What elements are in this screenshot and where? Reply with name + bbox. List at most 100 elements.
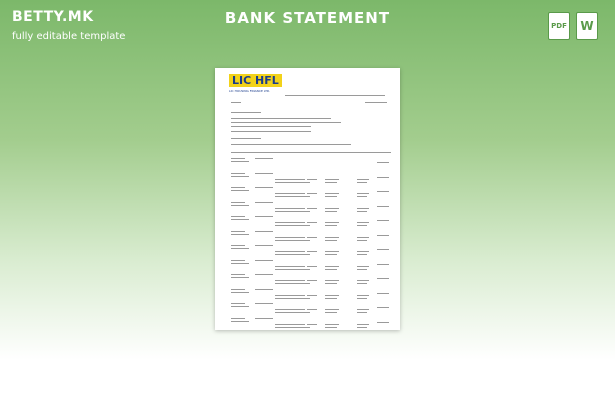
text-line xyxy=(231,187,245,188)
text-line xyxy=(377,220,389,221)
text-line xyxy=(325,283,337,284)
text-line xyxy=(231,306,249,307)
pdf-icon[interactable]: PDF xyxy=(548,12,570,40)
text-line xyxy=(357,178,369,180)
text-line xyxy=(275,181,310,183)
text-line xyxy=(357,268,367,270)
text-line xyxy=(357,239,367,241)
text-line xyxy=(275,207,305,209)
text-line xyxy=(275,225,310,226)
text-line xyxy=(377,278,389,279)
text-line xyxy=(325,193,339,194)
text-line xyxy=(377,191,389,192)
text-line xyxy=(307,236,317,238)
text-line xyxy=(275,222,305,223)
text-line xyxy=(365,102,387,103)
text-line xyxy=(357,254,367,255)
text-line xyxy=(357,265,369,267)
text-line xyxy=(325,239,337,241)
text-line xyxy=(307,294,317,296)
text-line xyxy=(231,126,311,127)
text-line xyxy=(357,222,369,223)
text-line xyxy=(325,236,339,238)
text-line xyxy=(275,326,310,328)
text-line xyxy=(377,321,389,323)
text-line xyxy=(231,259,245,261)
text-line xyxy=(275,254,310,255)
text-line xyxy=(231,112,261,113)
text-line xyxy=(325,309,339,310)
text-line xyxy=(255,216,273,217)
text-line xyxy=(325,207,339,209)
text-line xyxy=(307,207,317,209)
text-line xyxy=(377,162,389,163)
text-line xyxy=(325,251,339,252)
text-line xyxy=(231,161,249,162)
text-line xyxy=(377,176,389,178)
text-line xyxy=(255,172,273,174)
text-line xyxy=(357,210,367,212)
text-line xyxy=(275,239,310,241)
text-line xyxy=(357,196,367,197)
text-line xyxy=(377,234,389,236)
text-line xyxy=(275,236,305,238)
text-line xyxy=(357,309,369,310)
text-line xyxy=(231,303,245,304)
text-line xyxy=(275,297,310,299)
text-line xyxy=(231,152,391,153)
text-line xyxy=(255,259,273,261)
text-line xyxy=(307,309,317,310)
text-line xyxy=(377,205,389,207)
text-line xyxy=(231,175,249,177)
text-line xyxy=(255,274,273,275)
text-line xyxy=(325,222,339,223)
text-line xyxy=(357,323,369,325)
text-line xyxy=(307,265,317,267)
text-line xyxy=(307,251,317,252)
text-line xyxy=(231,277,249,278)
page-title: BANK STATEMENT xyxy=(224,9,391,27)
text-line xyxy=(275,280,305,281)
text-line xyxy=(231,172,245,174)
text-line xyxy=(255,303,273,304)
brand: BETTY.MK xyxy=(12,9,94,25)
text-line xyxy=(325,323,339,325)
text-line xyxy=(255,245,273,246)
text-line xyxy=(231,233,249,235)
text-line xyxy=(377,249,389,250)
text-line xyxy=(325,225,337,226)
text-line xyxy=(357,236,369,238)
text-line xyxy=(231,274,245,275)
text-line xyxy=(377,292,389,294)
text-line xyxy=(285,95,385,96)
text-line xyxy=(275,309,305,310)
text-line xyxy=(325,196,337,197)
text-line xyxy=(255,158,273,159)
text-line xyxy=(307,193,317,194)
text-line xyxy=(325,268,337,270)
logo: LIC HFL xyxy=(229,74,282,87)
text-line xyxy=(325,265,339,267)
text-line xyxy=(275,294,305,296)
text-line xyxy=(231,102,241,103)
text-line xyxy=(275,283,310,284)
text-line xyxy=(357,181,367,183)
text-line xyxy=(325,210,337,212)
text-line xyxy=(231,317,245,319)
text-line xyxy=(357,193,369,194)
text-line xyxy=(357,207,369,209)
text-line xyxy=(231,158,245,159)
text-line xyxy=(231,201,245,203)
text-line xyxy=(231,291,249,293)
text-line xyxy=(231,219,249,220)
text-line xyxy=(377,307,389,308)
text-line xyxy=(231,144,351,145)
text-line xyxy=(231,245,245,246)
text-line xyxy=(275,178,305,180)
text-line xyxy=(275,196,310,197)
text-line xyxy=(255,187,273,188)
text-line xyxy=(325,280,339,281)
word-icon[interactable]: W xyxy=(576,12,598,40)
text-line xyxy=(275,323,305,325)
text-line xyxy=(377,263,389,265)
